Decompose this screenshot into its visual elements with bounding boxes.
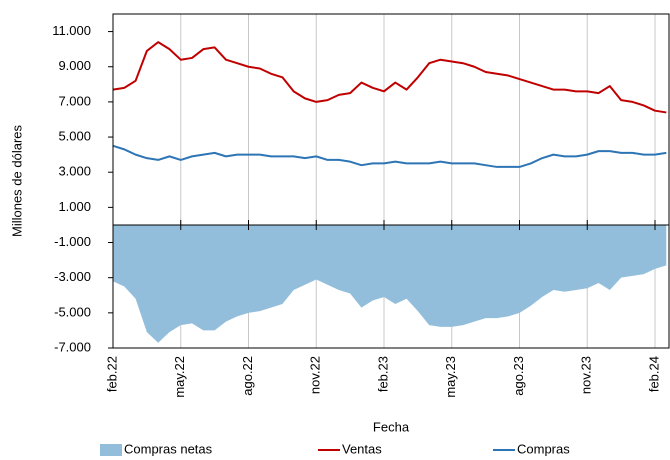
line [112,144,667,168]
y-tick-label: 7.000 [58,93,91,108]
y-tick-label: 11.000 [52,23,91,38]
x-tick-label: may.23 [443,356,458,398]
x-tick-label: feb.23 [375,356,390,392]
y-tick-label: -5.000 [54,304,91,319]
y-tick-label: 9.000 [58,58,91,73]
legend-label: Compras netas [124,441,213,456]
plot-frame [112,13,670,349]
x-tick-label: may.22 [172,356,187,398]
y-tick-label: 5.000 [58,128,91,143]
x-tick-label: feb.22 [104,356,119,392]
y-tick-label: 1.000 [58,199,91,214]
x-tick-label: nov.23 [579,356,594,394]
y-axis-label: Millones de dólares [9,125,24,238]
x-tick-label: ago.23 [511,356,526,396]
x-axis-label: Fecha [373,419,410,434]
x-tick-label: feb.24 [646,356,661,392]
area [113,224,667,343]
legend-label: Compras [517,441,570,456]
y-tick-label: -1.000 [54,234,91,249]
line [112,41,667,114]
x-tick-label: ago.22 [240,356,255,396]
legend-swatch [100,444,122,456]
legend-label: Ventas [342,441,382,456]
y-tick-label: -3.000 [54,269,91,284]
x-tick-label: nov.22 [308,356,323,394]
y-tick-label: 3.000 [58,164,91,179]
y-tick-label: -7.000 [54,339,91,354]
